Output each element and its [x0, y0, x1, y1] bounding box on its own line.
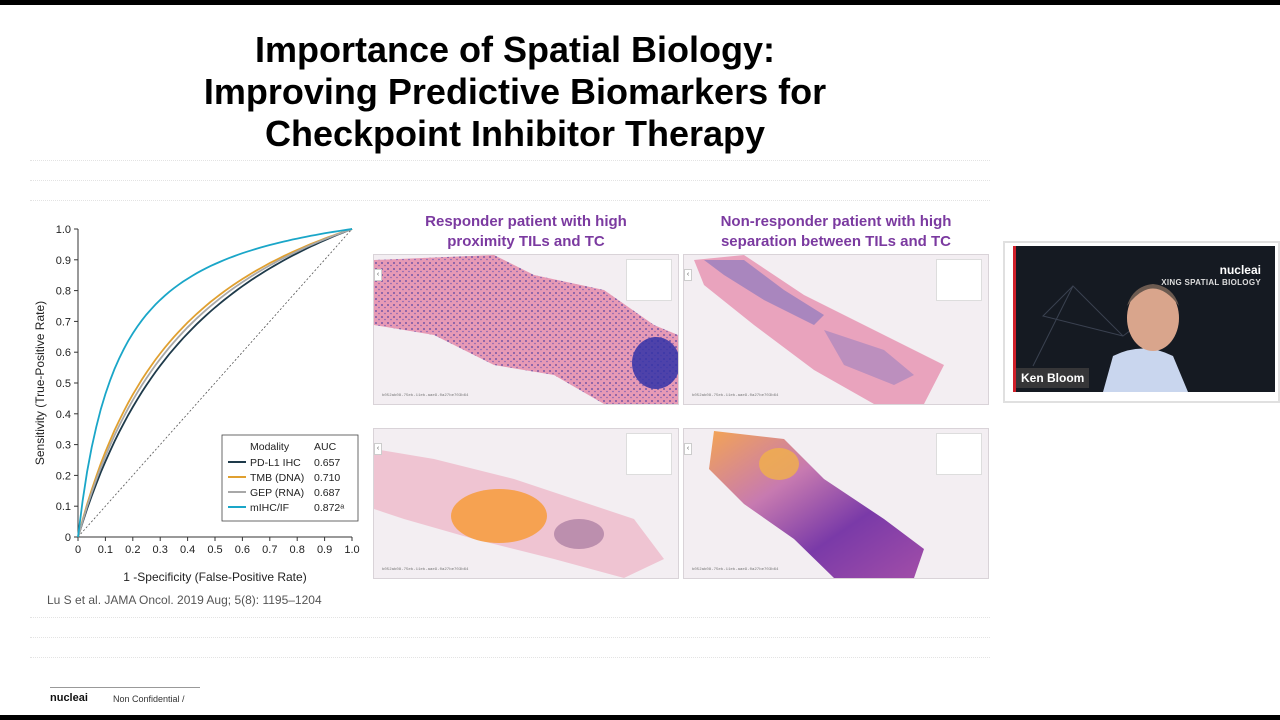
- title-line: Importance of Spatial Biology:: [254, 29, 776, 70]
- citation: Lu S et al. JAMA Oncol. 2019 Aug; 5(8): …: [47, 593, 322, 607]
- y-tick-label: 0.9: [56, 255, 71, 267]
- thumbnail-preview: [936, 433, 982, 475]
- image-id: b052ab08-75eb-11eb-aae9-0a27be703b64: [692, 394, 779, 398]
- x-tick-label: 0.4: [180, 544, 195, 556]
- y-tick-label: 1.0: [56, 224, 71, 236]
- x-tick-label: 0.6: [235, 544, 250, 556]
- y-tick-label: 0.7: [56, 316, 71, 328]
- x-tick-label: 0: [75, 544, 81, 556]
- roc-curve: [77, 228, 353, 538]
- y-tick-label: 0.3: [56, 440, 71, 452]
- responder-caption: Responder patient with high proximity TI…: [381, 212, 671, 252]
- video-tagline: XING SPATIAL BIOLOGY: [1161, 278, 1261, 287]
- collapse-arrow-icon: ‹: [684, 443, 692, 455]
- footer-divider: [50, 687, 200, 688]
- x-tick-label: 1.0: [344, 544, 359, 556]
- y-tick-label: 0.4: [56, 409, 71, 421]
- divider: [30, 657, 990, 659]
- roc-curve: [77, 228, 353, 538]
- legend-series-name: TMB (DNA): [250, 472, 304, 484]
- x-tick-label: 0.9: [317, 544, 332, 556]
- divider: [30, 180, 990, 182]
- thumbnail-preview: [626, 259, 672, 301]
- image-id: b052ab08-75eb-11eb-aae9-0a27be703b64: [382, 568, 469, 572]
- thumbnail-preview: [626, 433, 672, 475]
- y-tick-label: 0: [65, 532, 71, 544]
- divider: [30, 617, 990, 619]
- speaker-name-label: Ken Bloom: [1016, 368, 1090, 388]
- roc-curve: [77, 228, 353, 538]
- legend-series-auc: 0.657: [314, 457, 340, 469]
- x-tick-label: 0.3: [153, 544, 168, 556]
- responder-tissue-image: ‹ b052ab08-75eb-11eb-aae9-0a27be703b64: [373, 254, 679, 405]
- tissue-image-heatmap: [709, 431, 924, 578]
- tissue-image-heatmap: [374, 449, 664, 578]
- legend-series-name: GEP (RNA): [250, 487, 304, 499]
- non-responder-tissue-image: ‹ b052ab08-75eb-11eb-aae9-0a27be703b64: [683, 254, 989, 405]
- x-tick-label: 0.1: [98, 544, 113, 556]
- title-line: Improving Predictive Biomarkers for: [203, 71, 827, 112]
- roc-chart-svg: 0 0.1 0.2 0.3 0.4 0.5 0.6 0.7 0.8 0.9 1.0 0 0.1 0.2 0.…: [33, 224, 360, 584]
- speaker-video: nucleai XING SPATIAL BIOLOGY Ken Bloom: [1003, 241, 1280, 403]
- y-tick-label: 0.8: [56, 286, 71, 298]
- x-tick-label: 0.8: [290, 544, 305, 556]
- video-feed: nucleai XING SPATIAL BIOLOGY Ken Bloom: [1013, 246, 1275, 392]
- tissue-image-he: [374, 255, 678, 404]
- title-line: Checkpoint Inhibitor Therapy: [264, 113, 766, 154]
- caption-line: Responder patient with high: [425, 213, 627, 230]
- x-tick-label: 0.7: [262, 544, 277, 556]
- caption-line: proximity TILs and TC: [447, 233, 605, 250]
- image-id: b052ab08-75eb-11eb-aae9-0a27be703b64: [382, 394, 469, 398]
- collapse-arrow-icon: ‹: [684, 269, 692, 281]
- x-tick-label: 0.2: [125, 544, 140, 556]
- speaker-figure: [1032, 284, 1188, 392]
- legend-header-auc: AUC: [314, 441, 337, 453]
- x-axis-label: 1 -Specificity (False-Positive Rate): [123, 570, 306, 584]
- divider: [30, 637, 990, 639]
- y-tick-label: 0.2: [56, 470, 71, 482]
- legend-series-auc: 0.872ᵃ: [314, 502, 344, 514]
- caption-line: Non-responder patient with high: [720, 213, 952, 230]
- presentation-slide: Importance of Spatial Biology: Improving…: [0, 5, 1280, 715]
- legend-series-name: PD-L1 IHC: [250, 457, 301, 469]
- divider: [30, 160, 990, 162]
- divider: [30, 200, 990, 202]
- video-brand-logo: nucleai: [1219, 263, 1261, 277]
- legend-series-name: mIHC/IF: [250, 502, 289, 514]
- collapse-arrow-icon: ‹: [374, 443, 382, 455]
- thumbnail-preview: [936, 259, 982, 301]
- tissue-image-he: [694, 255, 944, 404]
- collapse-arrow-icon: ‹: [374, 269, 382, 281]
- legend-series-auc: 0.687: [314, 487, 340, 499]
- reference-diagonal: [77, 228, 353, 538]
- y-tick-label: 0.5: [56, 378, 71, 390]
- footer-text: Non Confidential /: [113, 694, 185, 704]
- x-tick-label: 0.5: [207, 544, 222, 556]
- responder-heatmap-image: ‹ b052ab08-75eb-11eb-aae9-0a27be703b64: [373, 428, 679, 579]
- non-responder-caption: Non-responder patient with high separati…: [691, 212, 981, 252]
- y-axis-label: Sensitivity (True-Positive Rate): [33, 301, 47, 465]
- slide-title: Importance of Spatial Biology: Improving…: [150, 29, 880, 155]
- caption-line: separation between TILs and TC: [720, 233, 952, 250]
- y-tick-label: 0.1: [56, 501, 71, 513]
- non-responder-heatmap-image: ‹ b052ab08-75eb-11eb-aae9-0a27be703b64: [683, 428, 989, 579]
- chart-legend: Modality AUC PD-L1 IHC 0.657 TMB (DNA) 0.710 G…: [221, 434, 359, 522]
- y-tick-label: 0.6: [56, 347, 71, 359]
- roc-chart: 0 0.1 0.2 0.3 0.4 0.5 0.6 0.7 0.8 0.9 1.0 0 0.1 0.2 0.…: [30, 213, 370, 588]
- accent-bar: [1013, 246, 1016, 392]
- footer-logo: nucleai: [50, 692, 88, 704]
- roc-curve: [77, 228, 353, 538]
- legend-header-modality: Modality: [250, 441, 290, 453]
- image-id: b052ab08-75eb-11eb-aae9-0a27be703b64: [692, 568, 779, 572]
- legend-series-auc: 0.710: [314, 472, 340, 484]
